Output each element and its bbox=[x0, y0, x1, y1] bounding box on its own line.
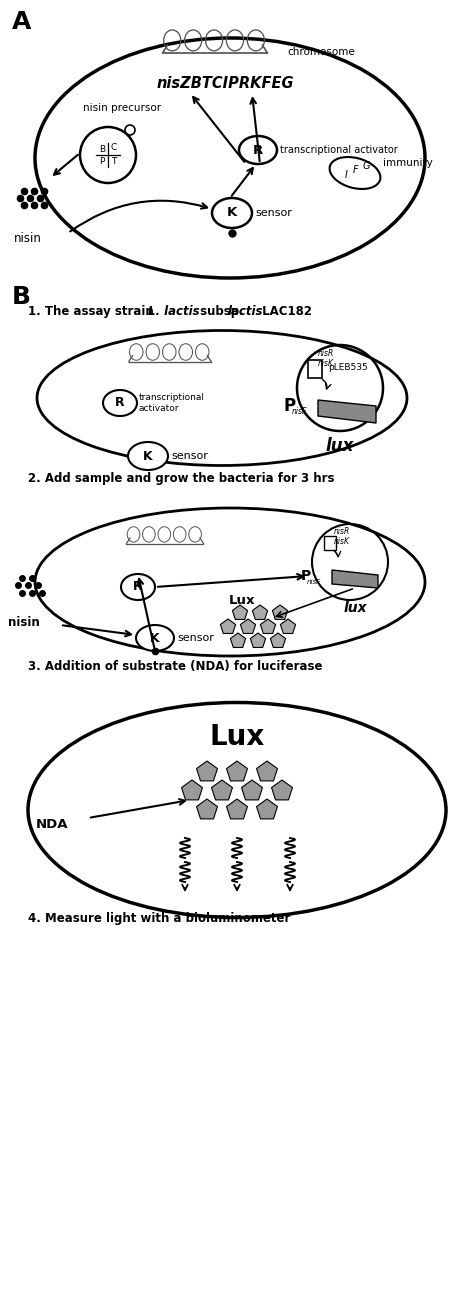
Bar bbox=[308, 360, 322, 378]
Polygon shape bbox=[197, 799, 218, 819]
Text: pLEB535: pLEB535 bbox=[328, 364, 368, 373]
Text: nisin precursor: nisin precursor bbox=[83, 103, 161, 112]
Ellipse shape bbox=[239, 136, 277, 164]
Polygon shape bbox=[211, 780, 232, 800]
Text: K: K bbox=[227, 207, 237, 220]
Text: Lux: Lux bbox=[210, 723, 264, 751]
Polygon shape bbox=[197, 761, 218, 781]
Ellipse shape bbox=[103, 390, 137, 416]
Text: B: B bbox=[12, 285, 31, 309]
Text: nisR: nisR bbox=[318, 348, 334, 357]
Text: immunity: immunity bbox=[383, 158, 433, 167]
Text: 2. Add sample and grow the bacteria for 3 hrs: 2. Add sample and grow the bacteria for … bbox=[28, 472, 335, 485]
Polygon shape bbox=[250, 633, 265, 647]
Text: sensor: sensor bbox=[171, 451, 208, 460]
Text: chromosome: chromosome bbox=[287, 47, 355, 58]
Ellipse shape bbox=[329, 157, 381, 188]
Ellipse shape bbox=[212, 198, 252, 228]
Text: R: R bbox=[253, 144, 263, 157]
Polygon shape bbox=[227, 799, 247, 819]
Text: nisF: nisF bbox=[292, 408, 307, 416]
Text: lactis: lactis bbox=[228, 305, 264, 318]
Text: nisK: nisK bbox=[334, 536, 350, 545]
Text: K: K bbox=[150, 632, 160, 645]
Text: nisF: nisF bbox=[307, 579, 321, 585]
Text: nisin: nisin bbox=[8, 616, 40, 629]
Polygon shape bbox=[273, 606, 288, 620]
Circle shape bbox=[80, 127, 136, 183]
Text: lux: lux bbox=[326, 437, 354, 455]
Polygon shape bbox=[220, 619, 236, 633]
Polygon shape bbox=[242, 780, 263, 800]
Text: sensor: sensor bbox=[255, 208, 292, 218]
Polygon shape bbox=[281, 619, 296, 633]
Text: nisK: nisK bbox=[318, 358, 334, 368]
Ellipse shape bbox=[128, 442, 168, 470]
Polygon shape bbox=[252, 606, 268, 620]
Text: transcriptional
activator: transcriptional activator bbox=[139, 394, 205, 413]
Text: 3. Addition of substrate (NDA) for luciferase: 3. Addition of substrate (NDA) for lucif… bbox=[28, 661, 322, 674]
Text: subsp.: subsp. bbox=[196, 305, 248, 318]
Text: LAC182: LAC182 bbox=[258, 305, 312, 318]
Text: B: B bbox=[99, 144, 105, 153]
Polygon shape bbox=[256, 761, 277, 781]
Text: I: I bbox=[345, 170, 347, 181]
Text: C: C bbox=[111, 144, 117, 153]
Text: R: R bbox=[133, 581, 143, 594]
Text: L. lactis: L. lactis bbox=[148, 305, 200, 318]
Bar bbox=[324, 536, 336, 549]
Ellipse shape bbox=[121, 574, 155, 600]
Text: G: G bbox=[362, 161, 370, 171]
Text: $\mathbf{P}$: $\mathbf{P}$ bbox=[300, 569, 312, 583]
Polygon shape bbox=[270, 633, 286, 647]
Text: F: F bbox=[353, 165, 359, 175]
Text: P: P bbox=[100, 157, 105, 166]
Text: 1. The assay strain: 1. The assay strain bbox=[28, 305, 158, 318]
Text: K: K bbox=[143, 450, 153, 463]
Text: R: R bbox=[115, 396, 125, 409]
Polygon shape bbox=[260, 619, 275, 633]
Text: nisZBTCIPRKFEG: nisZBTCIPRKFEG bbox=[156, 76, 294, 92]
Text: 4. Measure light with a bioluminometer: 4. Measure light with a bioluminometer bbox=[28, 912, 291, 925]
Text: nisR: nisR bbox=[334, 527, 350, 536]
Text: nisin: nisin bbox=[14, 232, 42, 245]
Polygon shape bbox=[232, 606, 247, 620]
Polygon shape bbox=[318, 400, 376, 422]
Polygon shape bbox=[272, 780, 292, 800]
Text: lux: lux bbox=[343, 600, 367, 615]
Text: A: A bbox=[12, 10, 31, 34]
Ellipse shape bbox=[136, 625, 174, 651]
Text: T: T bbox=[111, 157, 117, 166]
Polygon shape bbox=[182, 780, 202, 800]
Text: NDA: NDA bbox=[36, 819, 68, 832]
Polygon shape bbox=[227, 761, 247, 781]
Text: Lux: Lux bbox=[229, 594, 255, 607]
Polygon shape bbox=[256, 799, 277, 819]
Text: $\mathbf{P}$: $\mathbf{P}$ bbox=[283, 398, 297, 415]
Polygon shape bbox=[240, 619, 255, 633]
Polygon shape bbox=[230, 633, 246, 647]
Text: transcriptional activator: transcriptional activator bbox=[280, 145, 398, 156]
Polygon shape bbox=[332, 570, 378, 589]
Text: sensor: sensor bbox=[177, 633, 214, 644]
